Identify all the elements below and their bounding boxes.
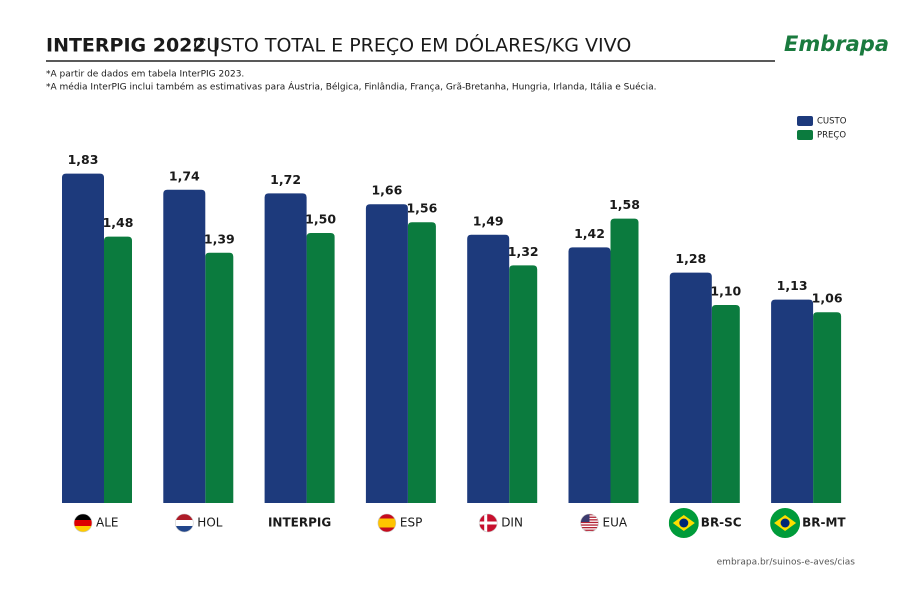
- flag-clip: [668, 508, 699, 538]
- value-label: 1,10: [710, 284, 741, 299]
- flag-part: [74, 520, 92, 526]
- legend-label: CUSTO: [817, 117, 847, 127]
- chart-title: INTERPIG 2022 |: [46, 35, 219, 57]
- legend-swatch: [797, 130, 813, 140]
- x-tick-label: INTERPIG: [268, 516, 331, 530]
- value-label: 1,50: [305, 212, 336, 227]
- value-label: 1,28: [675, 251, 706, 266]
- bar: [407, 222, 436, 503]
- bar: [306, 233, 335, 503]
- bar: [711, 305, 740, 503]
- flag-border: [580, 513, 599, 533]
- flag-icon: [377, 513, 397, 533]
- flag-icon: [668, 508, 699, 538]
- flag-icon: [175, 513, 194, 533]
- flag-part: [580, 514, 590, 522]
- note: *A média InterPIG inclui também as estim…: [46, 81, 656, 93]
- flag-part: [175, 526, 194, 532]
- flag-clip: [770, 508, 801, 538]
- flag-part: [580, 529, 599, 531]
- x-tick-label: HOL: [197, 516, 222, 530]
- flag-part: [580, 527, 599, 529]
- value-label: 1,13: [777, 278, 808, 293]
- x-tick-label: ESP: [400, 516, 422, 530]
- note: *A partir de dados em tabela InterPIG 20…: [46, 70, 244, 80]
- x-tick-label: ALE: [96, 516, 118, 530]
- flag-clip: [580, 514, 599, 531]
- legend-swatch: [797, 116, 813, 126]
- value-label: 1,72: [270, 172, 301, 187]
- bar: [610, 218, 639, 503]
- value-label: 1,32: [508, 244, 539, 259]
- flag-clip: [74, 514, 92, 532]
- flag-part: [74, 526, 92, 532]
- bar: [568, 247, 611, 503]
- flag-part: [679, 518, 689, 528]
- chart-subtitle: CUSTO TOTAL E PREÇO EM DÓLARES/KG VIVO: [193, 33, 631, 57]
- value-label: 1,74: [169, 168, 200, 183]
- flag-part: [780, 518, 790, 528]
- flag-part: [479, 521, 498, 525]
- value-label: 1,56: [406, 201, 437, 216]
- flag-part: [175, 520, 194, 526]
- flag-part: [377, 518, 396, 528]
- x-tick-label: DIN: [501, 516, 523, 530]
- value-label: 1,49: [473, 213, 504, 228]
- bar: [467, 234, 510, 504]
- flag-part: [580, 524, 599, 526]
- legend-label: PREÇO: [817, 131, 846, 141]
- flag-icon: [478, 513, 498, 533]
- x-tick-label: BR-SC: [701, 516, 742, 530]
- bar: [205, 252, 234, 503]
- bar: [509, 265, 538, 503]
- flag-icon: [73, 513, 93, 533]
- value-label: 1,58: [609, 197, 640, 212]
- bar: [163, 189, 206, 504]
- flag-border: [175, 513, 194, 533]
- value-label: 1,39: [204, 231, 235, 246]
- flag-clip: [377, 514, 396, 532]
- flag-border: [73, 513, 93, 533]
- value-label: 1,48: [103, 215, 134, 230]
- flag-icon: [580, 513, 599, 533]
- logo: Embrapa: [784, 32, 889, 56]
- value-label: 1,06: [812, 291, 843, 306]
- x-tick-label: BR-MT: [802, 516, 846, 530]
- bar: [365, 204, 408, 503]
- source: embrapa.br/suinos-e-aves/cias: [717, 558, 856, 568]
- flag-clip: [479, 514, 498, 532]
- bar: [264, 193, 307, 503]
- flag-border: [478, 513, 498, 533]
- value-label: 1,66: [371, 183, 402, 198]
- flag-border: [377, 513, 397, 533]
- flag-icon: [770, 508, 801, 538]
- value-label: 1,83: [68, 152, 99, 167]
- bar: [104, 236, 132, 503]
- flag-part: [580, 521, 599, 524]
- bar: [771, 299, 814, 503]
- bar: [62, 173, 104, 503]
- flag-clip: [175, 514, 194, 532]
- flag-part: [74, 514, 92, 520]
- bar: [669, 272, 712, 503]
- flag-part: [175, 514, 194, 520]
- bar: [813, 312, 842, 503]
- x-tick-label: EUA: [603, 516, 628, 530]
- value-label: 1,42: [574, 226, 605, 241]
